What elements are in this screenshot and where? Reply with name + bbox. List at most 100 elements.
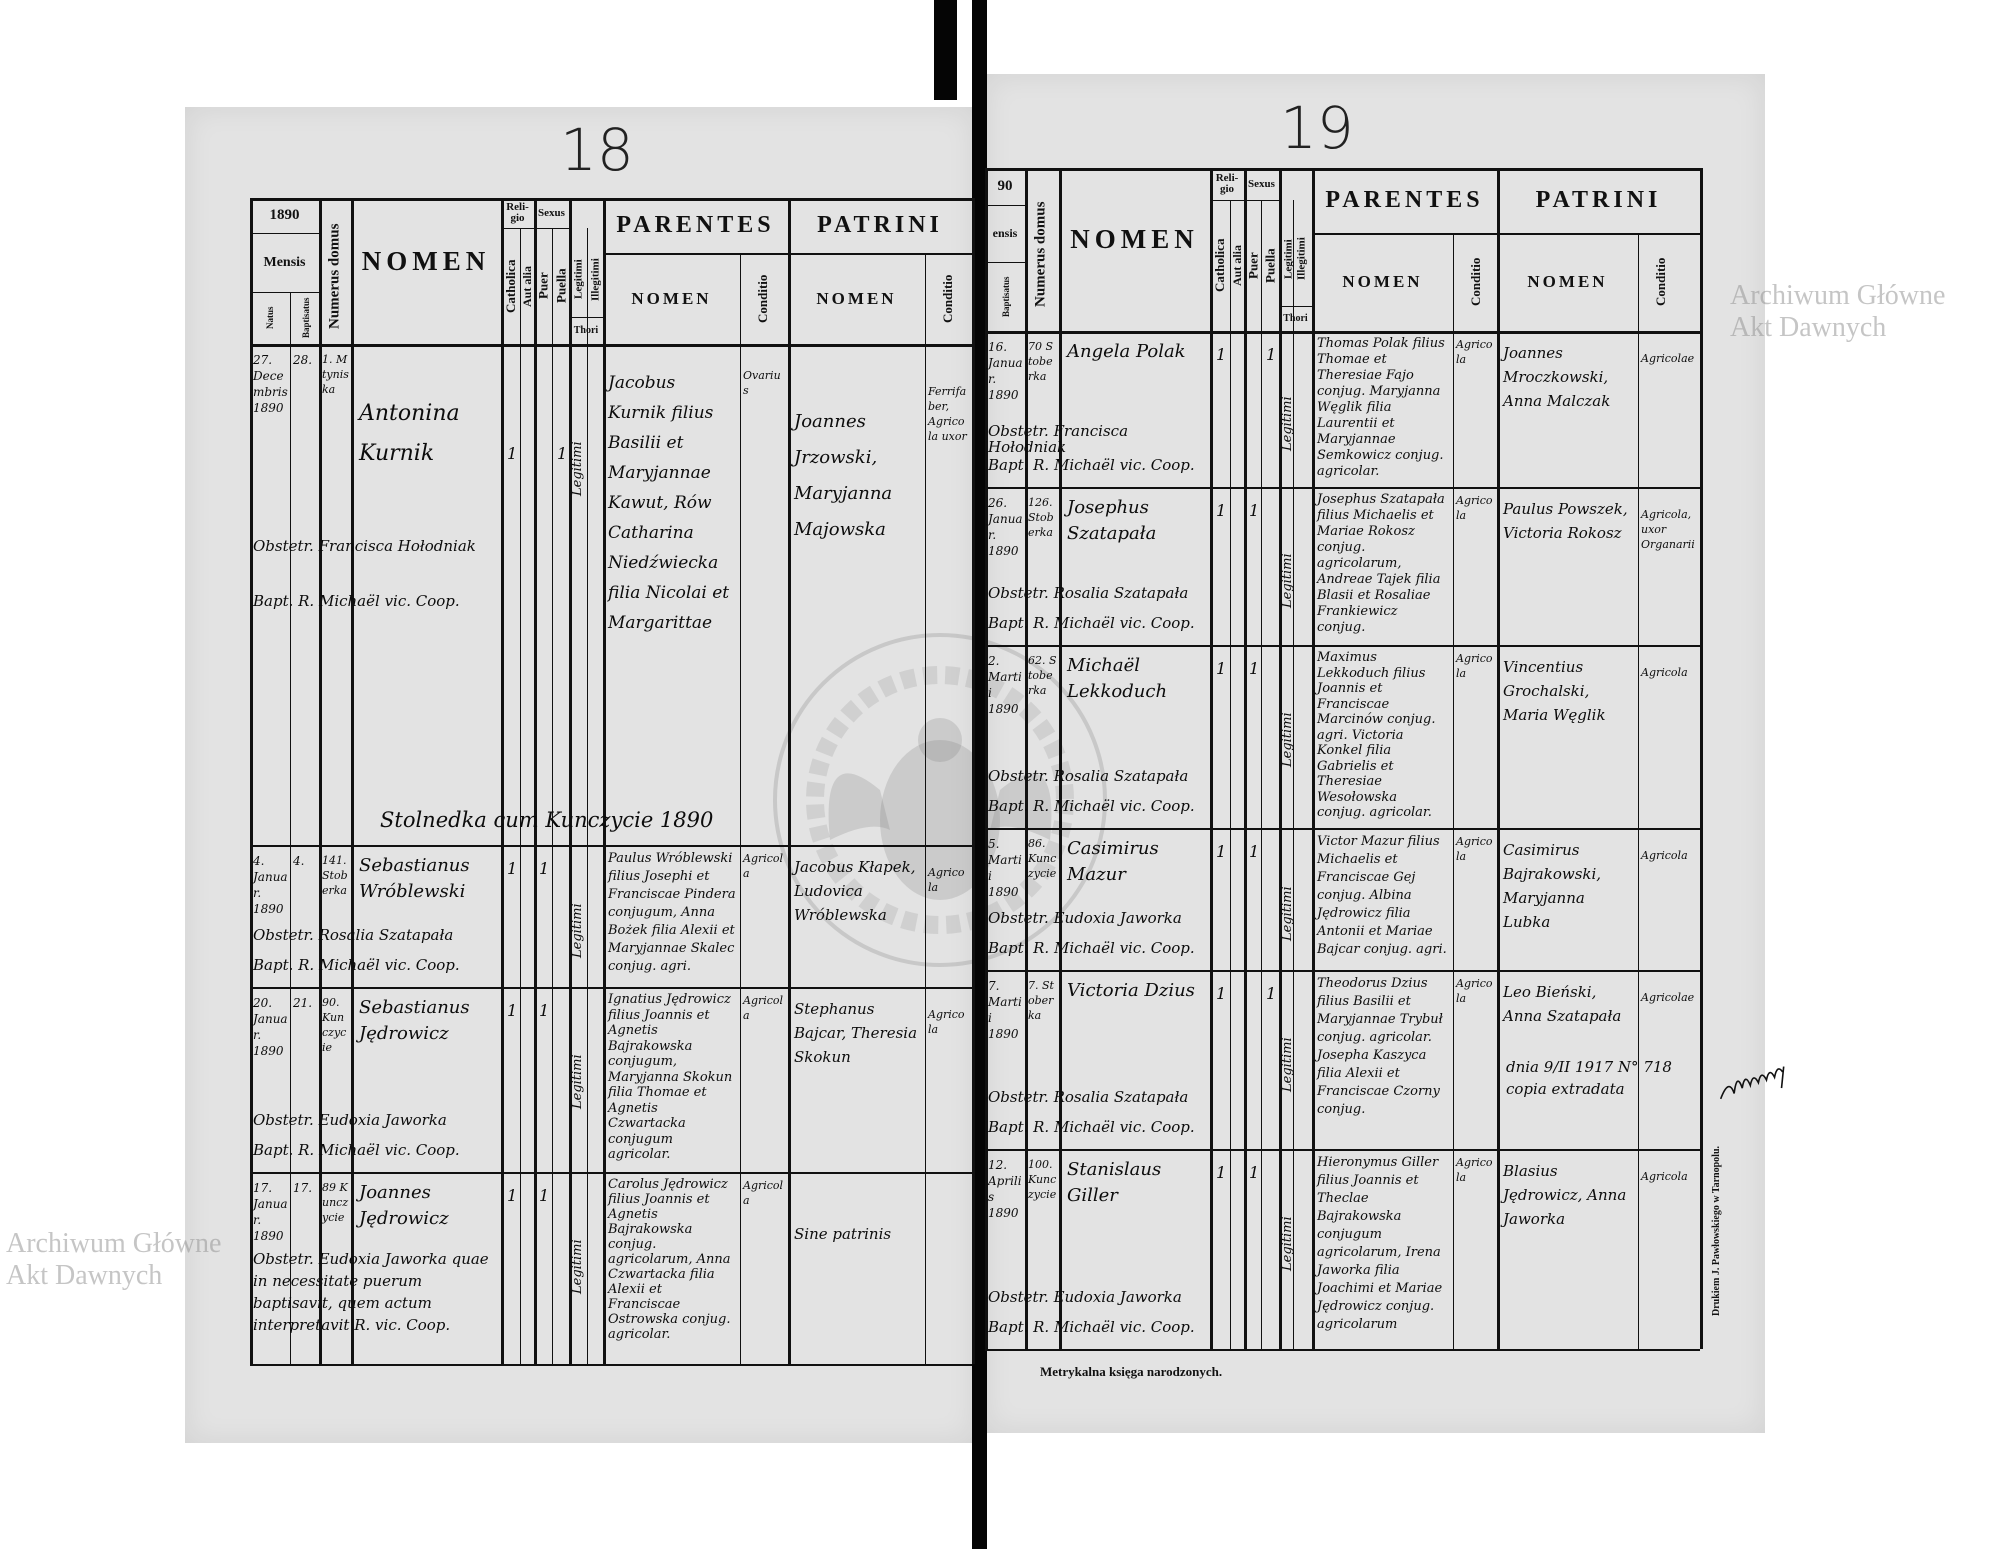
parents-occupation: Agricola (1456, 338, 1493, 366)
baptisatus-date: 21. (293, 996, 313, 1010)
row-rule (250, 1172, 972, 1174)
godparents-names: Joannes Jrzowski, Maryjanna Majowska (794, 411, 893, 540)
midwife-line: Obstetr. Rosalia Szatapała (988, 584, 1189, 602)
house-number: 141. Stoberka (322, 854, 348, 897)
puer-mark: 1 (539, 1001, 550, 1020)
archive-seal-watermark (773, 633, 1107, 967)
parentes-nomen-label: NOMEN (631, 288, 712, 308)
legitimacy-mark: Legitimi (570, 903, 585, 959)
baptisatus-label: Baptisatus (301, 297, 311, 339)
child-name: Josephus Szatapała (1067, 497, 1157, 544)
column-rule (1261, 200, 1262, 1349)
parents-occupation: Ovarius (743, 369, 781, 397)
column-rule (1700, 168, 1703, 1349)
godparents-occupation: Agricola (928, 1008, 965, 1036)
godparents-occupation: Agricolae (1641, 991, 1695, 1004)
column-rule (587, 228, 588, 1364)
parents-occupation: Agricola (1456, 652, 1493, 680)
baptisatus-date: 17. (293, 1181, 313, 1195)
patrini-title: PATRINI (817, 212, 943, 238)
spine-top-bar (934, 0, 957, 100)
parentes-conditio-label: Conditio (755, 274, 770, 323)
parents-occupation: Agricola (1456, 835, 1493, 863)
puella-mark: 1 (557, 444, 568, 463)
catholica-mark: 1 (507, 859, 518, 878)
baptisatus-label: Baptisatus (1001, 276, 1011, 317)
parents-occupation: Agricola (743, 994, 784, 1022)
legitimacy-mark: Legitimi (1280, 396, 1295, 452)
puer-mark: 1 (1249, 501, 1260, 520)
illegitimi-label: Illegitimi (589, 258, 602, 301)
parents-names: Thomas Polak filius Thomae et Theresiae … (1317, 336, 1445, 479)
midwife-line: Obstetr. Rosalia Szatapała (988, 767, 1189, 785)
row-rule (250, 233, 319, 234)
column-rule (290, 292, 291, 1364)
puella-label: Puella (553, 268, 569, 304)
row-rule (1210, 200, 1279, 201)
column-rule (1638, 233, 1639, 1349)
catholica-mark: 1 (1216, 842, 1227, 861)
patrini-conditio-label: Conditio (1653, 257, 1668, 307)
house-number: 126. Stoberka (1028, 496, 1054, 539)
row-rule (985, 645, 1700, 647)
parents-names: Hieronymus Giller filius Joannis et Thec… (1317, 1155, 1443, 1332)
parentes-nomen-label: NOMEN (1342, 272, 1423, 291)
aut-alia-label: Aut alia (1230, 245, 1244, 287)
nomen-label: NOMEN (361, 245, 491, 276)
row-rule (985, 828, 1700, 830)
parents-names: Ignatius Jędrowicz filius Joannis et Agn… (608, 992, 733, 1162)
illegitimi-label: Illegitimi (1295, 237, 1308, 281)
godparents-names: Vincentius Grochalski, Maria Węglik (1503, 658, 1606, 724)
legitimacy-mark: Legitimi (570, 441, 585, 497)
left-page (185, 107, 975, 1443)
row-rule (1312, 233, 1700, 235)
puer-mark: 1 (1249, 842, 1260, 861)
patrini-nomen-label: NOMEN (816, 288, 897, 308)
godparents-names: Blasius Jędrowicz, Anna Jaworka (1503, 1162, 1627, 1228)
child-name: Victoria Dzius (1067, 980, 1195, 1001)
house-number: 100. Kunczycie (1028, 1158, 1057, 1201)
catholica-mark: 1 (507, 444, 518, 463)
child-name: Angela Polak (1067, 341, 1186, 362)
row-rule (985, 168, 1700, 171)
midwife-line: Obstetr. Rosalia Szatapała (253, 926, 454, 944)
column-rule (534, 198, 537, 1364)
row-rule (250, 1364, 972, 1366)
thori-label: Thori (1283, 313, 1308, 324)
baptizer-line: Bapt. R. Michaël vic. Coop. (988, 939, 1195, 957)
godparents-occupation: Ferrifaber, Agricola uxor (928, 385, 967, 443)
catholica-mark: 1 (1216, 659, 1227, 678)
baptizer-line: Bapt. R. Michaël vic. Coop. (988, 1118, 1195, 1136)
baptisatus-date: 12. Aprilis 1890 (988, 1158, 1022, 1220)
puer-mark: 1 (539, 1186, 550, 1205)
puer-mark: 1 (1249, 659, 1260, 678)
puer-mark: 1 (539, 859, 550, 878)
midwife-line: Obstetr. Francisca Hołodniak (988, 422, 1129, 456)
puer-label: Puer (1245, 252, 1261, 279)
baptisatus-date: 5. Martii 1890 (988, 837, 1022, 899)
parents-occupation: Agricola (1456, 494, 1493, 522)
legitimacy-mark: Legitimi (1280, 886, 1295, 942)
natus-date: 17. Januar. 1890 (253, 1181, 288, 1243)
footer-title: Metrykalna księga narodzonych. (1040, 1364, 1223, 1379)
catholica-mark: 1 (1216, 1163, 1227, 1182)
godparents-occupation: Agricola (1641, 849, 1688, 862)
extract-annotation: dnia 9/II 1917 N° 718 copia extradata (1506, 1058, 1672, 1098)
godparents-occupation: Agricola (1641, 1170, 1688, 1183)
numerus-domus-label: Numerus domus (1032, 201, 1049, 308)
puer-label: Puer (535, 272, 551, 300)
row-rule (569, 317, 603, 318)
row-rule (985, 1349, 1700, 1351)
parents-occupation: Agricola (743, 1179, 784, 1207)
midwife-line: Obstetr. Eudoxia Jaworka (988, 909, 1182, 927)
midwife-line: Obstetr. Eudoxia Jaworka (988, 1288, 1182, 1306)
binding-spine (972, 0, 987, 1549)
house-number: 86. Kunczycie (1028, 837, 1057, 880)
catholica-mark: 1 (507, 1001, 518, 1020)
child-name: Sebastianus Jędrowicz (359, 997, 470, 1044)
page-number-right: 19 (1280, 94, 1354, 162)
parents-names: Carolus Jędrowicz filius Joannis et Agne… (608, 1177, 731, 1342)
baptizer-line: Bapt. R. Michaël vic. Coop. (253, 1141, 460, 1159)
religio-label: Reli-gio (1215, 172, 1239, 195)
